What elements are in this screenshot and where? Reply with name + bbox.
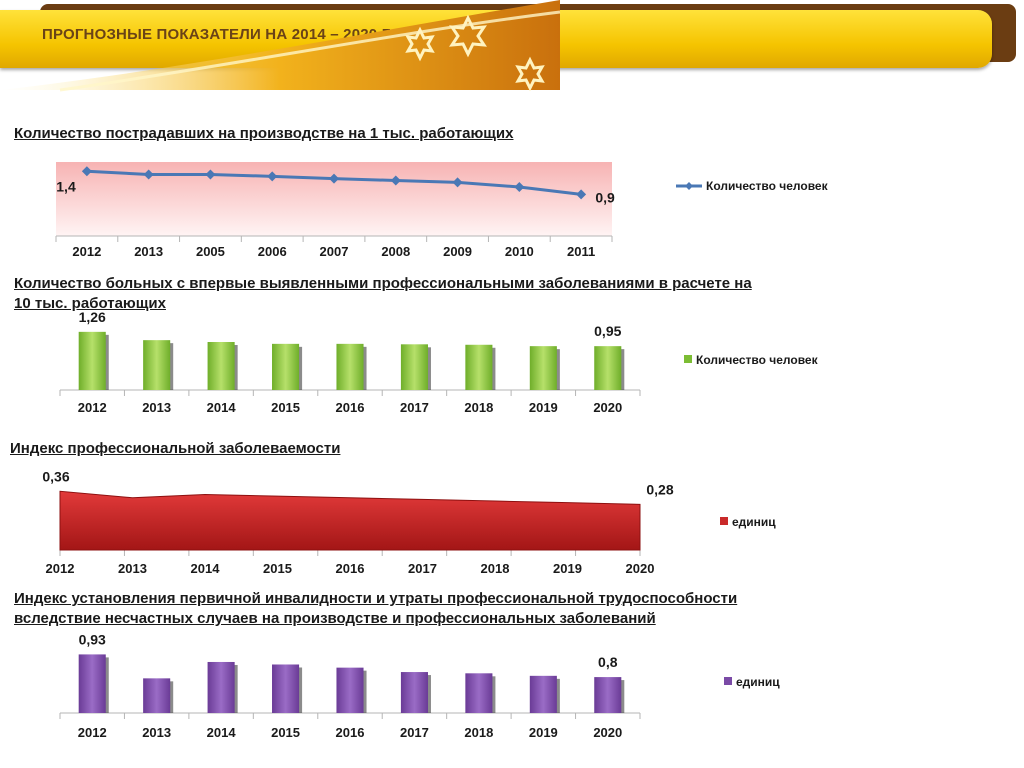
chart4-bar — [78, 654, 106, 713]
chart4-bar — [207, 661, 235, 713]
chart4-legend-label: единиц — [736, 675, 780, 689]
chart1-category-label: 2007 — [320, 244, 349, 259]
chart4-bar — [336, 667, 364, 713]
chart3-series-area — [59, 490, 641, 551]
chart1-point — [81, 166, 92, 177]
chart4-data-label: 0,8 — [598, 654, 618, 670]
chart2-bar — [143, 340, 171, 390]
chart1-point — [390, 175, 401, 186]
chart4-category-label: 2012 — [78, 725, 107, 740]
decor-swoosh — [0, 0, 561, 92]
chart4-data-label: 0,93 — [79, 631, 106, 647]
chart2-category-label: 2019 — [529, 400, 558, 415]
chart2-title-line1: Количество больных с впервые выявленными… — [14, 275, 752, 292]
chart3-data-label: 0,36 — [42, 468, 69, 484]
chart4-category-label: 2020 — [593, 725, 622, 740]
chart3-category-label: 2020 — [626, 561, 655, 576]
chart4-bar — [529, 675, 557, 713]
chart2-category-label: 2018 — [464, 400, 493, 415]
chart4-bar — [143, 678, 171, 713]
chart2-data-label: 0,95 — [594, 323, 621, 339]
chart1-title: Количество пострадавших на производстве … — [14, 125, 514, 142]
chart3-category-label: 2016 — [336, 561, 365, 576]
chart3-category-label: 2012 — [46, 561, 75, 576]
decor-star-icon — [405, 14, 545, 92]
chart3-category-label: 2017 — [408, 561, 437, 576]
chart1-point — [267, 171, 278, 182]
chart2-category-label: 2014 — [207, 400, 237, 415]
slide-title: ПРОГНОЗНЫЕ ПОКАЗАТЕЛИ НА 2014 – 2020 ГОД… — [42, 26, 428, 43]
chart2-bar — [529, 346, 557, 390]
chart4-category-label: 2013 — [142, 725, 171, 740]
chart1-point — [452, 177, 463, 188]
chart3-category-label: 2019 — [553, 561, 582, 576]
chart3-category-label: 2018 — [481, 561, 510, 576]
chart1-category-label: 2009 — [443, 244, 472, 259]
chart1-point — [329, 173, 339, 184]
chart4-category-label: 2015 — [271, 725, 300, 740]
chart4-bar — [594, 677, 622, 713]
chart3-category-label: 2014 — [191, 561, 221, 576]
chart4-bar — [400, 672, 428, 713]
chart2-bar — [465, 344, 493, 390]
chart4-category-label: 2019 — [529, 725, 558, 740]
chart3-data-label: 0,28 — [646, 481, 673, 497]
chart1-point — [205, 169, 216, 180]
chart2-category-label: 2015 — [271, 400, 300, 415]
chart1-category-label: 2005 — [196, 244, 225, 259]
chart4-title-line2: вследствие несчастных случаев на произво… — [14, 610, 656, 627]
chart2-bar — [272, 343, 300, 390]
chart2-category-label: 2020 — [593, 400, 622, 415]
chart1-category-label: 2011 — [567, 244, 595, 259]
chart3-legend-label: единиц — [732, 515, 776, 529]
chart2-bar — [78, 331, 106, 390]
chart1-data-label: 0,9 — [595, 189, 615, 205]
chart3-title: Индекс профессиональной заболеваемости — [10, 440, 341, 457]
chart3-category-label: 2015 — [263, 561, 292, 576]
chart2-bar — [336, 343, 364, 390]
chart4-title-line1: Индекс установления первичной инвалиднос… — [14, 590, 738, 607]
chart2-title-line2: 10 тыс. работающих — [14, 295, 166, 312]
chart4-category-label: 2016 — [336, 725, 365, 740]
chart1-category-label: 2013 — [134, 244, 163, 259]
chart2-data-label: 1,26 — [79, 309, 106, 325]
chart4-category-label: 2014 — [207, 725, 237, 740]
chart2-bar — [594, 346, 622, 390]
chart3-category-label: 2013 — [118, 561, 147, 576]
chart4-bar — [272, 664, 300, 713]
chart1-category-label: 2010 — [505, 244, 534, 259]
chart2-legend-swatch-icon — [684, 355, 692, 363]
chart4-legend-swatch-icon — [724, 677, 732, 685]
chart2-category-label: 2013 — [142, 400, 171, 415]
chart1-legend-marker-icon — [685, 182, 693, 190]
chart1-data-label: 1,4 — [56, 178, 76, 194]
chart1-category-label: 2012 — [72, 244, 101, 259]
chart1-legend-label: Количество человек — [706, 179, 829, 193]
chart3-legend-swatch-icon — [720, 517, 728, 525]
chart1-point — [514, 181, 525, 192]
chart1-point — [143, 169, 154, 180]
chart2-category-label: 2012 — [78, 400, 107, 415]
chart2-bar — [207, 342, 235, 390]
chart4-category-label: 2018 — [464, 725, 493, 740]
chart1-category-label: 2006 — [258, 244, 287, 259]
chart4-bar — [465, 673, 493, 713]
chart1-point — [576, 189, 587, 200]
chart2-legend-label: Количество человек — [696, 353, 819, 367]
chart2-category-label: 2016 — [336, 400, 365, 415]
chart4-category-label: 2017 — [400, 725, 429, 740]
chart1-category-label: 2008 — [381, 244, 410, 259]
chart2-bar — [400, 344, 428, 390]
chart2-category-label: 2017 — [400, 400, 429, 415]
